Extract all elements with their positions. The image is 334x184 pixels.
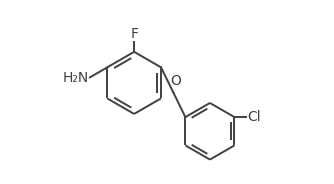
Text: Cl: Cl [247, 110, 261, 124]
Text: H₂N: H₂N [63, 71, 89, 85]
Text: O: O [170, 74, 181, 88]
Text: F: F [130, 27, 138, 41]
